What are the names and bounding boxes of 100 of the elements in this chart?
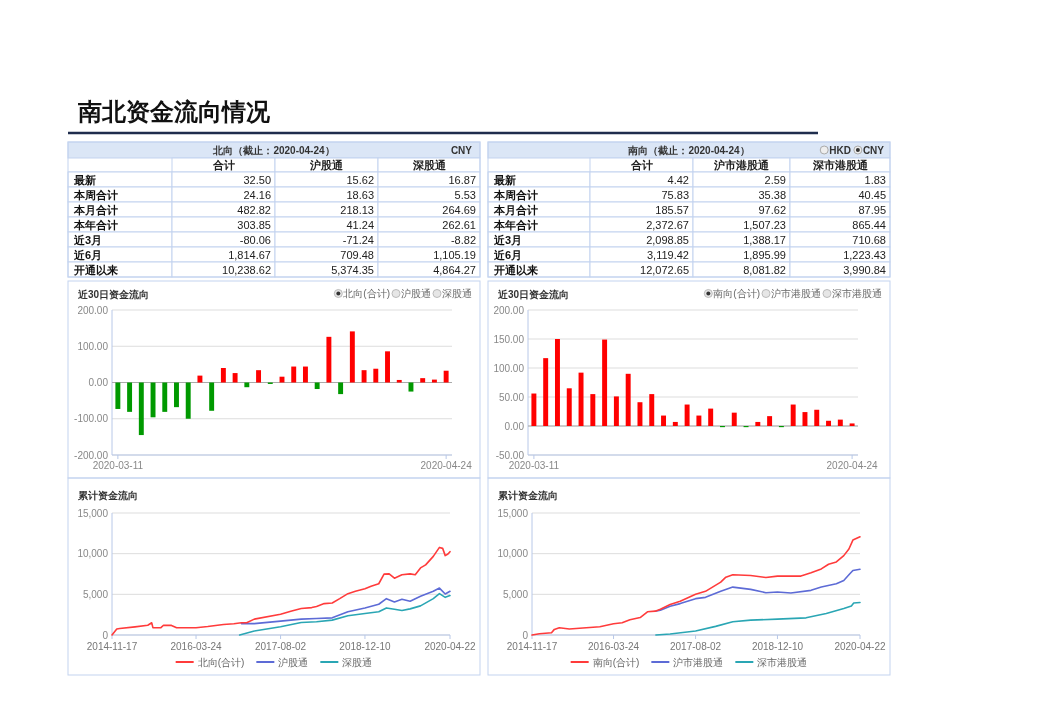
x-tick-label: 2020-04-22 <box>424 641 477 652</box>
text: 3,119.42 <box>646 248 689 261</box>
text: 75.83 <box>661 188 689 201</box>
category-label: 本月合计 <box>74 203 118 216</box>
text: 深市港股通 <box>832 288 882 299</box>
text: 3,990.84 <box>843 263 886 276</box>
text: 18.63 <box>346 188 374 201</box>
chart-title: 近30日资金流向 <box>77 289 150 300</box>
text: 41.24 <box>346 218 374 231</box>
text: HKD <box>829 144 851 156</box>
text: 264.69 <box>442 203 476 216</box>
category-label: 本月合计 <box>494 203 538 216</box>
category-label: 近3月 <box>494 233 523 246</box>
text: 1,105.19 <box>433 248 476 261</box>
y-tick-label: -50.00 <box>495 449 525 461</box>
legend-label: 沪市港股通 <box>673 656 724 668</box>
text: 32.50 <box>243 173 271 186</box>
x-tick-label: 2020-04-24 <box>826 460 879 471</box>
text: 8,081.82 <box>743 263 786 276</box>
text: 16.87 <box>448 173 476 186</box>
category-label: 沪市港股通 <box>713 159 770 171</box>
x-tick-label: 2016-03-24 <box>170 641 223 652</box>
y-tick-label: 100.00 <box>77 340 109 352</box>
x-tick-label: 2014-11-17 <box>506 641 558 652</box>
text: CNY <box>862 144 885 156</box>
y-tick-label: 200.00 <box>493 304 525 316</box>
y-tick-label: 50.00 <box>498 391 525 403</box>
x-tick-label: 2020-03-11 <box>92 460 144 471</box>
text: 1.83 <box>864 173 886 186</box>
text: 1,507.23 <box>743 218 786 231</box>
text: 1,895.99 <box>743 248 786 261</box>
text: 南北资金流向情况 <box>77 97 271 126</box>
y-tick-label: 15,000 <box>497 507 529 519</box>
text: 5.53 <box>454 188 476 201</box>
text: 97.62 <box>758 203 786 216</box>
legend-label: 深市港股通 <box>757 656 808 668</box>
category-label: 近3月 <box>74 233 103 246</box>
y-tick-label: 0 <box>522 629 529 641</box>
text: 2,098.85 <box>646 233 689 246</box>
category-label: 深市港股通 <box>811 159 869 171</box>
y-tick-label: 150.00 <box>493 333 525 345</box>
text: 沪市港股通 <box>771 288 821 299</box>
y-tick-label: 5,000 <box>502 588 529 600</box>
text: 1,223.43 <box>843 248 886 261</box>
category-label: 最新 <box>74 173 96 186</box>
category-label: 开通以来 <box>494 263 538 276</box>
x-tick-label: 2016-03-24 <box>587 641 640 652</box>
text: 1,388.17 <box>743 233 786 246</box>
text: -8.82 <box>450 233 476 246</box>
x-tick-label: 2017-08-02 <box>670 641 722 652</box>
text: CNY <box>450 144 473 156</box>
text: 482.82 <box>237 203 271 216</box>
text: 4,864.27 <box>433 263 476 276</box>
text: 北向（截止：2020-04-24） <box>212 144 335 156</box>
category-label: 开通以来 <box>74 263 118 276</box>
category-label: 本周合计 <box>494 188 538 201</box>
text: 303.85 <box>237 218 271 231</box>
x-tick-label: 2020-04-24 <box>420 460 473 471</box>
text: 87.95 <box>858 203 886 216</box>
y-tick-label: -100.00 <box>74 413 109 425</box>
text: 710.68 <box>852 233 886 246</box>
text: 南向（截止：2020-04-24） <box>627 144 750 156</box>
text: 218.13 <box>340 203 374 216</box>
category-label: 沪股通 <box>309 159 344 171</box>
text: 1,814.67 <box>228 248 271 261</box>
category-label: 深股通 <box>411 159 447 171</box>
x-tick-label: 2014-11-17 <box>86 641 138 652</box>
text: 2,372.67 <box>646 218 689 231</box>
legend-label: 北向(合计) <box>197 656 245 668</box>
category-label: 合计 <box>211 159 235 171</box>
text: 南向(合计) <box>713 288 760 299</box>
x-tick-label: 2018-12-10 <box>751 641 804 652</box>
x-tick-label: 2020-03-11 <box>508 460 560 471</box>
text: -71.24 <box>342 233 374 246</box>
category-label: 最新 <box>494 173 516 186</box>
text: 沪股通 <box>401 288 431 299</box>
text: 185.57 <box>655 203 689 216</box>
legend-label: 深股通 <box>342 656 373 668</box>
y-tick-label: 15,000 <box>77 507 109 519</box>
x-tick-label: 2020-04-22 <box>834 641 887 652</box>
y-tick-label: 200.00 <box>77 304 109 316</box>
text: 12,072.65 <box>640 263 689 276</box>
text: 40.45 <box>858 188 886 201</box>
category-label: 本年合计 <box>494 218 538 231</box>
text: 北向(合计) <box>343 288 390 299</box>
text: 709.48 <box>340 248 374 261</box>
category-label: 本年合计 <box>74 218 118 231</box>
text: 865.44 <box>852 218 886 231</box>
text: 2.59 <box>764 173 786 186</box>
y-tick-label: 10,000 <box>77 548 109 560</box>
text: 深股通 <box>442 288 472 299</box>
legend-label: 南向(合计) <box>592 656 640 668</box>
legend-label: 沪股通 <box>278 656 309 668</box>
y-tick-label: 0.00 <box>88 377 109 388</box>
category-label: 合计 <box>629 159 653 171</box>
y-tick-label: 5,000 <box>82 588 109 600</box>
y-tick-label: -200.00 <box>74 449 109 461</box>
text: 35.38 <box>758 188 786 201</box>
category-label: 本周合计 <box>74 188 118 201</box>
chart-title: 近30日资金流向 <box>497 289 570 300</box>
